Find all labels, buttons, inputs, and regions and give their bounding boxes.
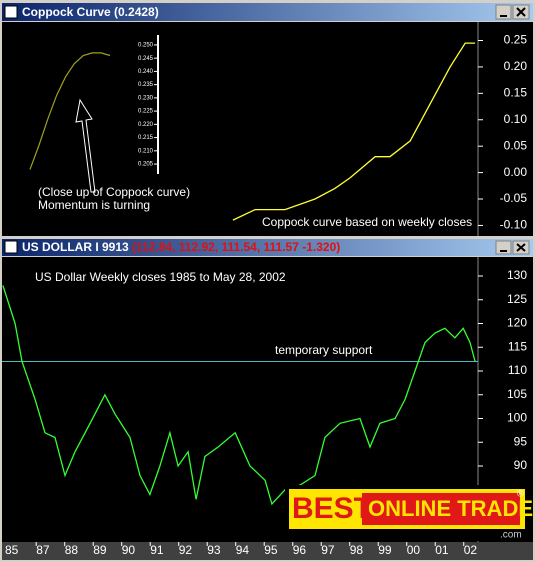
close-icon [516, 7, 526, 17]
logo: BEST ONLINE TRADES .com ® [285, 485, 535, 541]
x-tick-label: 87 [36, 543, 50, 557]
inset-tick-label: 0.215 [138, 135, 154, 141]
inset-tick-label: 0.245 [138, 56, 154, 62]
inset-tick-label: 0.250 [138, 43, 154, 49]
inset-tick-label: 0.205 [138, 162, 154, 168]
panel-title: US DOLLAR I 9913 [22, 240, 129, 254]
logo-word: BEST [292, 492, 372, 525]
y-tick-label: 0.10 [504, 112, 528, 126]
x-tick-label: 99 [378, 543, 392, 557]
title-bar [2, 3, 533, 21]
y-tick-label: 90 [514, 458, 528, 472]
x-tick-label: 02 [464, 543, 478, 557]
panel-title: US DOLLAR I 9913 (112.84, 112.92, 111.54… [22, 240, 340, 254]
x-tick-label: 01 [435, 543, 449, 557]
annotation: Coppock curve based on weekly closes [262, 215, 472, 229]
minimize-button[interactable] [495, 240, 512, 255]
x-axis-bar [2, 542, 533, 560]
x-tick-label: 96 [293, 543, 307, 557]
y-tick-label: 0.00 [504, 165, 528, 179]
y-tick-label: 120 [507, 316, 527, 330]
y-tick-label: 95 [514, 434, 528, 448]
logo-word: ONLINE TRADES [368, 496, 535, 521]
x-tick-label: 90 [122, 543, 136, 557]
x-tick-label: 98 [350, 543, 364, 557]
inset-tick-label: 0.230 [138, 95, 154, 101]
x-tick-label: 88 [65, 543, 79, 557]
title-bar [2, 239, 533, 256]
logo-band [362, 493, 520, 525]
x-tick-label: 00 [407, 543, 421, 557]
y-tick-label: 110 [508, 363, 527, 377]
annotation: US Dollar Weekly closes 1985 to May 28, … [35, 270, 286, 284]
inset-tick-label: 0.225 [138, 109, 154, 115]
annotation: temporary support [275, 343, 373, 357]
x-tick-label: 94 [236, 543, 250, 557]
minimize-button[interactable] [495, 4, 512, 20]
panel-title: Coppock Curve (0.2428) [22, 5, 159, 19]
inset-tick-label: 0.220 [138, 122, 154, 128]
inset-tick-label: 0.210 [138, 148, 154, 154]
arrow [75, 98, 96, 193]
x-tick-label: 97 [321, 543, 335, 557]
plot-area [2, 22, 533, 236]
y-tick-label: 0.15 [504, 86, 528, 100]
inset-line [29, 52, 111, 170]
annotation: (Close up of Coppock curve) [38, 185, 190, 199]
inset-tick-label: 0.235 [138, 82, 154, 88]
data-line [2, 285, 476, 506]
x-tick-label: 91 [150, 543, 164, 557]
window-icon [4, 240, 18, 254]
quote: (112.84, 112.92, 111.54, 111.57 -1.320) [132, 240, 340, 254]
y-tick-label: 130 [507, 268, 527, 282]
window-icon [4, 5, 18, 19]
x-tick-label: 89 [93, 543, 107, 557]
y-tick-label: -0.05 [500, 191, 528, 205]
x-tick-label: 92 [179, 543, 193, 557]
y-tick-label: -0.10 [500, 218, 528, 232]
annotation: Momentum is turning [38, 198, 150, 212]
x-tick-label: 93 [207, 543, 221, 557]
inset-tick-label: 0.240 [138, 69, 154, 75]
y-tick-label: 0.05 [504, 138, 528, 152]
plots: 0.25 0.20 0.15 0.10 0.05 0.00 -0.05 -0.10 0.250 0… [2, 22, 528, 557]
y-tick-label: 105 [507, 387, 527, 401]
y-tick-label: 115 [508, 339, 527, 353]
y-tick-label: 0.20 [504, 59, 528, 73]
y-tick-label: 100 [507, 411, 527, 425]
x-tick-label: 95 [264, 543, 278, 557]
y-tick-label: 0.25 [504, 33, 528, 47]
logo-mark: ® [517, 488, 524, 498]
x-tick-label: 85 [5, 543, 19, 557]
logo-suffix: .com [500, 530, 522, 541]
y-tick-label: 125 [507, 292, 527, 306]
data-line [232, 42, 476, 221]
close-icon [516, 243, 526, 252]
